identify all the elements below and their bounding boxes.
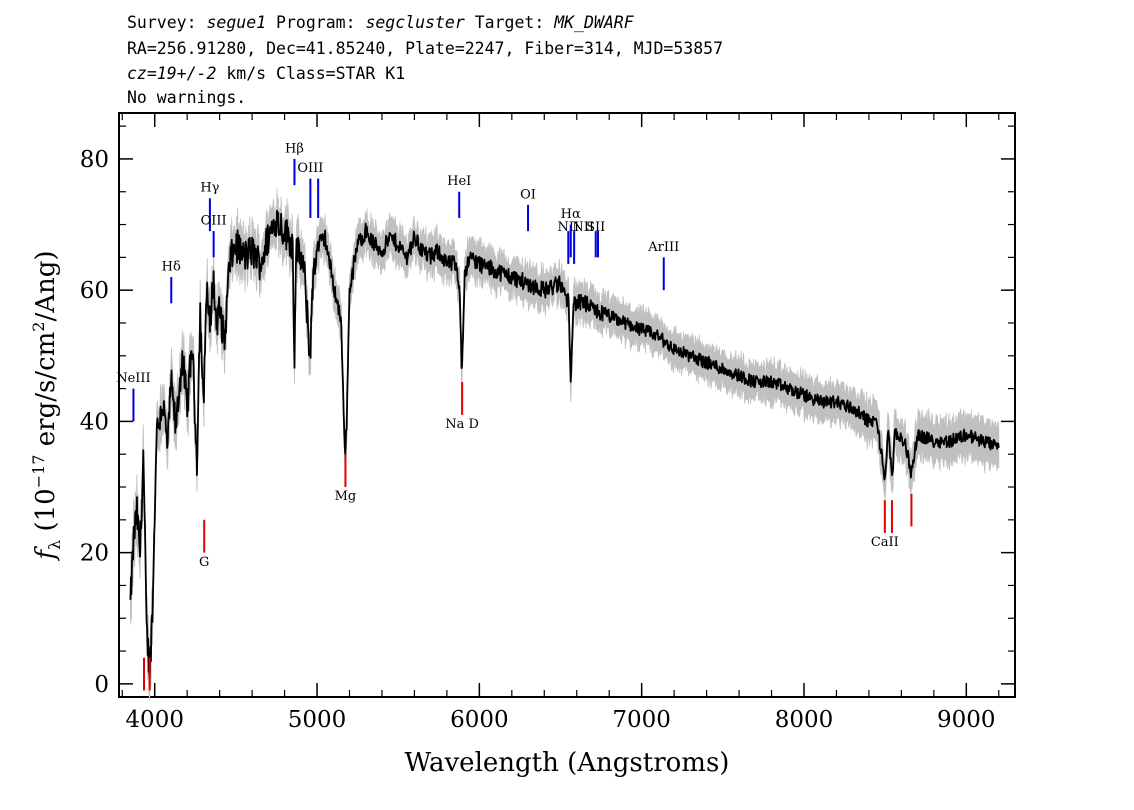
emission-line-label: NII <box>572 220 594 235</box>
x-tick-label: 5000 <box>288 707 347 733</box>
emission-line-label: OI <box>520 187 536 202</box>
axis-ticks <box>119 113 1015 697</box>
absorption-line-label: G <box>199 555 209 570</box>
emission-line-label: SII <box>586 220 605 235</box>
absorption-line-label: Mg <box>335 489 357 504</box>
svg-text:fλ (10−17 erg/s/cm2/Ang): fλ (10−17 erg/s/cm2/Ang) <box>29 250 64 561</box>
y-tick-label: 60 <box>80 278 109 304</box>
x-tick-label: 9000 <box>937 707 996 733</box>
emission-line-label: OIII <box>297 161 323 176</box>
y-tick-label: 0 <box>94 672 109 698</box>
emission-line-label: HeI <box>447 174 471 189</box>
emission-line-label: Hδ <box>162 259 181 274</box>
y-tick-label: 20 <box>80 541 109 567</box>
x-tick-label: 6000 <box>450 707 509 733</box>
header-line-3: cz=19+/-2 km/s Class=STAR K1 <box>127 64 405 83</box>
y-tick-label: 80 <box>80 147 109 173</box>
emission-line-label: Hγ <box>200 181 219 196</box>
header-line-4: No warnings. <box>127 88 246 107</box>
y-tick-label: 40 <box>80 409 109 435</box>
emission-line-label: Hβ <box>285 141 304 156</box>
x-tick-label: 7000 <box>612 707 671 733</box>
absorption-line-label: Na D <box>445 417 479 432</box>
x-tick-label: 4000 <box>125 707 184 733</box>
header-line-2: RA=256.91280, Dec=41.85240, Plate=2247, … <box>127 39 723 58</box>
tick-labels: 4000 5000 6000 7000 8000 9000 0 20 40 60 80 <box>80 147 996 733</box>
y-axis-title: fλ (10−17 erg/s/cm2/Ang) <box>29 250 64 561</box>
absorption-line-label: CaII <box>871 535 899 550</box>
spectrum-line <box>129 209 1000 679</box>
emission-line-label: OIII <box>201 214 227 229</box>
plot-frame <box>118 112 1016 698</box>
emission-line-label: ArIII <box>647 240 679 255</box>
x-tick-label: 8000 <box>775 707 834 733</box>
emission-line-label: NeIII <box>116 371 150 386</box>
header-line-1: Survey: segue1 Program: segcluster Targe… <box>127 13 635 32</box>
emission-line-label: Hα <box>561 207 581 222</box>
x-axis-title: Wavelength (Angstroms) <box>405 748 730 778</box>
spectral-line-markers: NeIIIHδHγOIIIHβOIIIHeIOINIIHαSIIArIIINII… <box>116 141 913 691</box>
spectrum-line-group <box>129 209 1000 679</box>
